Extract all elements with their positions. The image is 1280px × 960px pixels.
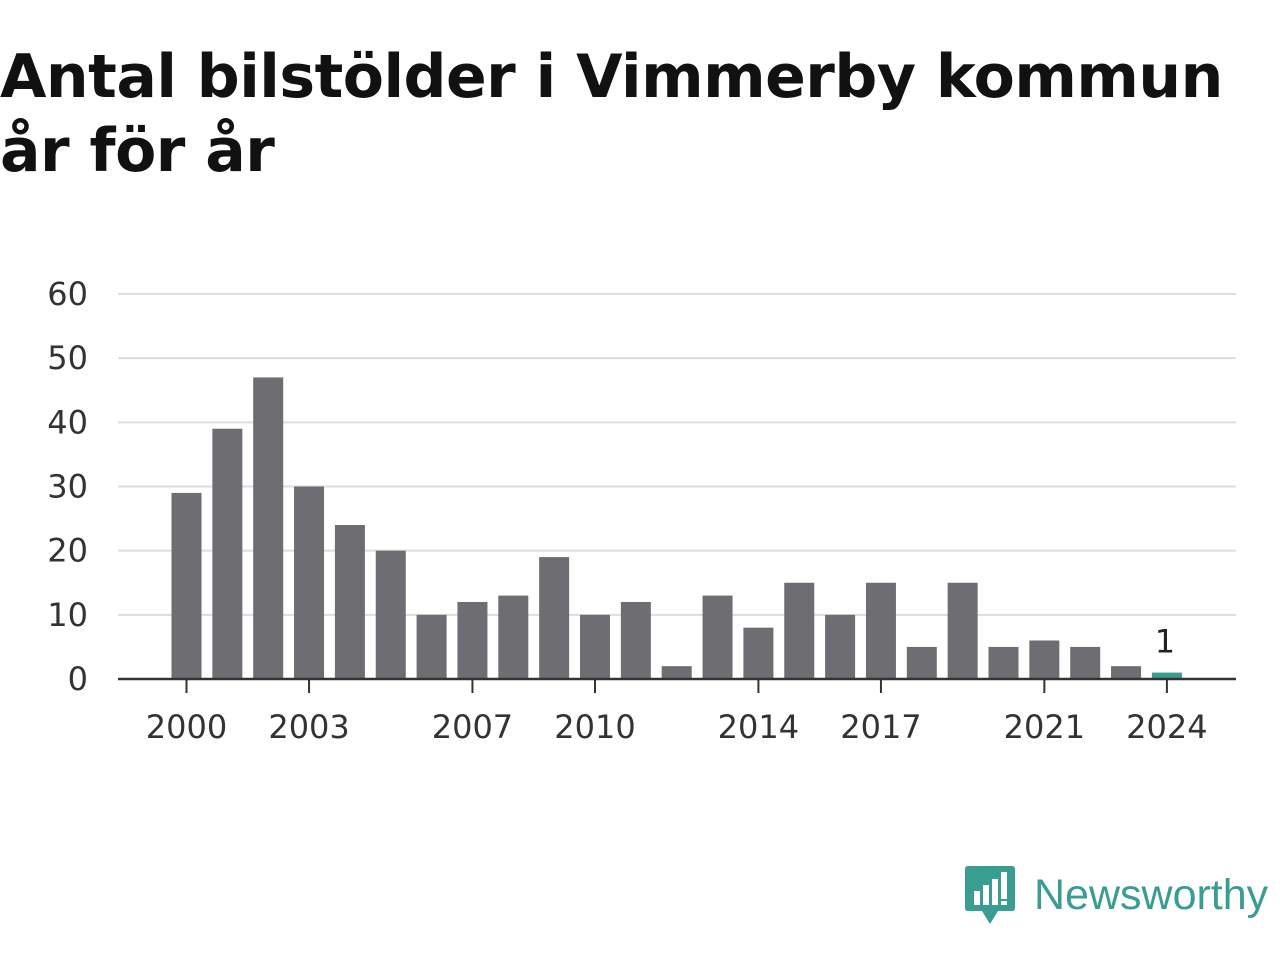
y-axis-tick-labels: 0 10 20 30 40 50 60 [47,275,88,698]
bar-2007 [457,602,488,679]
y-tick-label: 50 [47,339,88,377]
y-tick-label: 0 [68,660,88,698]
bar-2004 [334,525,365,679]
bar-2008 [498,595,529,679]
bar-2000 [171,492,202,679]
bar-2002 [253,377,284,679]
bar-2016 [825,614,856,679]
x-tick-label: 2003 [268,708,349,746]
x-tick-label: 2007 [432,708,513,746]
y-tick-label: 30 [47,468,88,506]
y-tick-label: 10 [47,596,88,634]
bar-2020 [988,646,1019,679]
bar-2003 [294,486,325,679]
x-axis [118,677,1236,693]
bar-2022 [1070,646,1101,679]
bar-2021 [1029,640,1060,679]
data-labels: 1 [1155,623,1175,661]
brand-name: Newsworthy [1034,870,1269,919]
bar-2012 [661,666,692,679]
bar-2019 [947,582,978,679]
chart-title: Antal bilstölder i Vimmerby kommun år fö… [0,42,1223,186]
x-tick-label: 2000 [146,708,227,746]
x-tick-label: 2014 [718,708,799,746]
bar-2006 [416,614,447,679]
y-tick-label: 40 [47,403,88,441]
bars [171,377,1182,679]
bar-2017 [865,582,896,679]
x-axis-tick-labels: 2000 2003 2007 2010 2014 2017 2021 2024 [146,708,1208,746]
y-tick-label: 60 [47,275,88,313]
bar-2024 [1151,672,1182,679]
bar-2009 [539,557,570,679]
x-tick-label: 2017 [840,708,921,746]
bar-2005 [375,550,406,679]
bar-2015 [784,582,815,679]
x-tick-label: 2010 [554,708,635,746]
bar-2018 [906,646,937,679]
x-tick-label: 2021 [1004,708,1085,746]
bar-2014 [743,627,774,679]
bar-2010 [580,614,610,679]
newsworthy-brand: Newsworthy [964,862,1268,928]
x-tick-label: 2024 [1126,708,1207,746]
bar-2023 [1111,666,1142,679]
data-label-2024: 1 [1155,623,1175,661]
bar-2013 [702,595,733,679]
gridlines [118,293,1236,616]
bar-2001 [212,428,243,679]
bar-2011 [620,602,651,679]
newsworthy-logo-icon [965,866,1015,924]
y-tick-label: 20 [47,532,88,570]
